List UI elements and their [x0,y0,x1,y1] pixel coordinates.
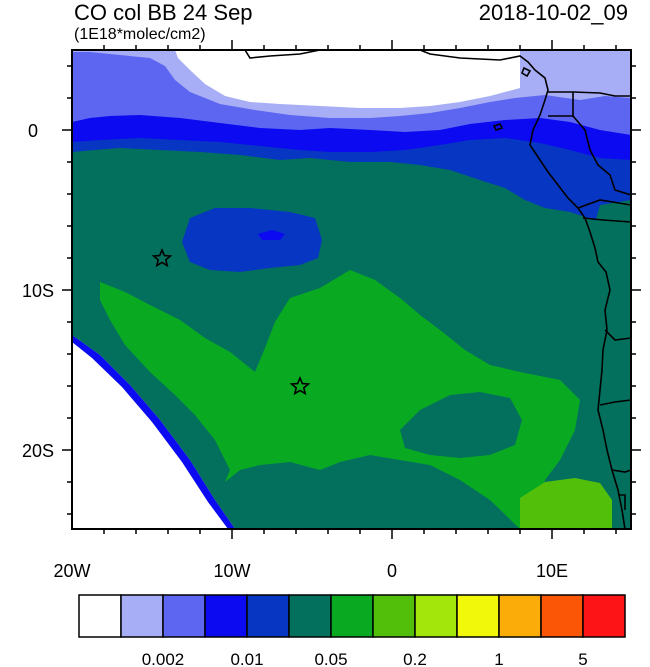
field-pocket-teal [400,392,522,458]
colorbar-label: 0.01 [230,650,263,667]
x-tick-label: 10E [536,561,568,581]
valid-time: 2018-10-02_09 [478,0,628,25]
colorbar-label: 0.05 [314,650,347,667]
field-pocket-blue [258,230,285,240]
colorbar-box [456,594,500,638]
field-sw-blue-edge [72,335,235,529]
colorbar-box [330,594,374,638]
colorbar-box [162,594,206,638]
star-marker [151,247,173,268]
colorbar-label: 1 [494,650,503,667]
colorbar-box [204,594,248,638]
x-tick-label: 20W [53,561,90,581]
x-ticks [103,40,617,539]
y-ticks [62,65,641,515]
field-band-white [175,50,520,108]
colorbar-box [372,594,416,638]
coastlines [244,50,631,529]
colorbar-box [288,594,332,638]
x-tick-label: 10W [213,561,250,581]
y-tick-label: 20S [22,441,54,461]
colorbar-box [498,594,542,638]
colorbar-box [120,594,164,638]
colorbar-label: 5 [578,650,587,667]
y-tick-label: 0 [28,121,38,141]
colorbar-label: 0.2 [403,650,427,667]
units-label: (1E18*molec/cm2) [74,26,206,43]
y-tick-label: 10S [22,281,54,301]
map-title: CO col BB 24 Sep [74,0,253,25]
field-plume-green [100,270,580,529]
colorbar-box [246,594,290,638]
field-plume-light-green [520,478,612,529]
x-tick-label: 0 [387,561,397,581]
colorbar-box [582,594,626,638]
field-land [590,200,631,529]
colorbar-label: 0.002 [142,650,185,667]
star-markers [151,247,311,396]
colorbar-box [78,594,122,638]
colorbar: 0.002 0.01 0.05 0.2 1 5 [78,594,626,667]
field-pocket-dark-blue [182,208,322,272]
star-marker [289,375,311,396]
plot-area [72,50,631,529]
colorbar-box [540,594,584,638]
colorbar-box [414,594,458,638]
